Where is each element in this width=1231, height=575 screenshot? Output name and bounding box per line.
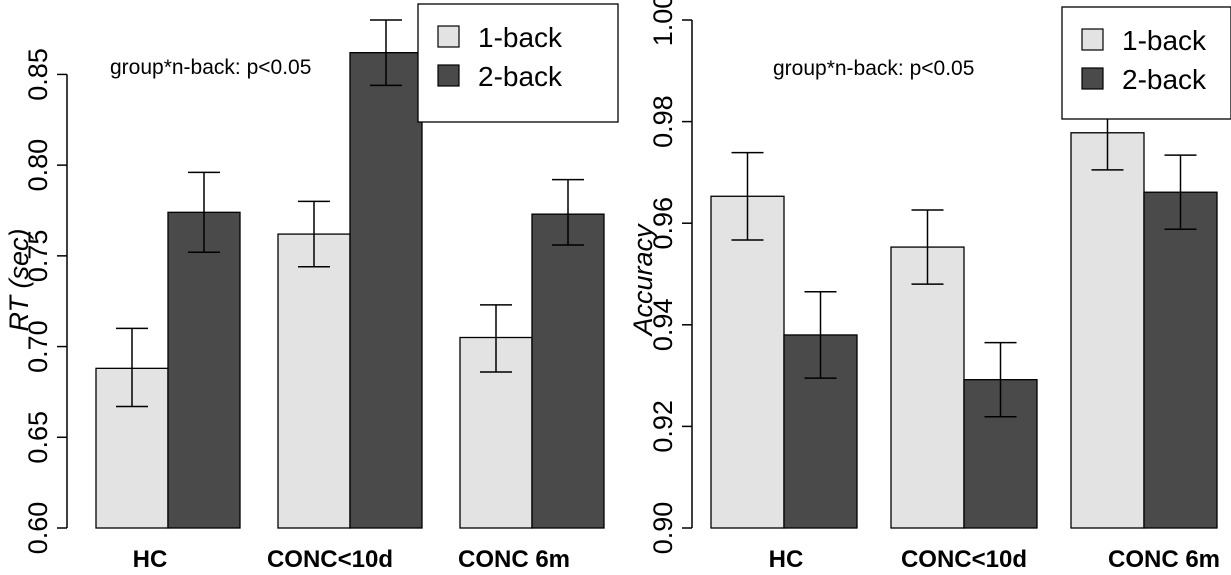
bar-1-back <box>277 233 351 529</box>
legend-box <box>1061 6 1231 120</box>
legend-swatch <box>1081 28 1104 51</box>
accuracy-chart-panel: 0.90 0.92 0.94 0.96 0.98 1.00 Accuracy HC CONC<1… <box>628 0 1231 573</box>
bar-2-back <box>349 52 423 529</box>
y-tick-label: 0.98 <box>648 95 678 148</box>
category-label: CONC<10d <box>901 546 1027 573</box>
bar-2-back <box>167 211 241 529</box>
bar-1-back <box>1070 132 1145 529</box>
annotation-text: group*n-back: p<0.05 <box>773 57 974 80</box>
category-label: HC <box>133 546 168 573</box>
category-label: CONC 6m <box>458 546 570 573</box>
y-tick-label: 0.96 <box>648 197 678 250</box>
bar-1-back <box>890 246 965 529</box>
y-tick-label: 0.70 <box>23 320 53 373</box>
y-axis-title: RT (sec) <box>4 228 34 331</box>
bar-2-back <box>1143 191 1218 529</box>
legend-swatch <box>437 64 460 87</box>
legend-label: 2-back <box>478 61 563 92</box>
rt-chart-panel: 0.60 0.65 0.70 0.75 0.80 0.85 RT (sec) HC CONC<1… <box>4 3 619 573</box>
y-tick-label: 0.60 <box>23 502 53 555</box>
legend-swatch <box>1081 67 1104 90</box>
category-label: CONC<10d <box>267 546 393 573</box>
legend-swatch <box>437 25 460 48</box>
y-tick-label: 0.65 <box>23 411 53 464</box>
y-tick-label: 1.00 <box>648 0 678 46</box>
y-tick-label: 0.75 <box>23 230 53 283</box>
legend-label: 1-back <box>1122 25 1207 56</box>
bar-2-back <box>531 213 605 529</box>
y-tick-label: 0.92 <box>648 400 678 453</box>
bar-1-back <box>710 195 785 529</box>
annotation-text: group*n-back: p<0.05 <box>110 56 311 79</box>
category-label: CONC 6m <box>1108 546 1220 573</box>
y-tick-label: 0.90 <box>648 502 678 555</box>
legend-box <box>417 3 619 123</box>
y-tick-label: 0.85 <box>23 48 53 101</box>
legend-label: 2-back <box>1122 64 1207 95</box>
y-axis-title: Accuracy <box>628 223 658 338</box>
y-tick-label: 0.80 <box>23 139 53 192</box>
legend-label: 1-back <box>478 22 563 53</box>
y-tick-label: 0.94 <box>648 299 678 352</box>
category-label: HC <box>769 546 804 573</box>
